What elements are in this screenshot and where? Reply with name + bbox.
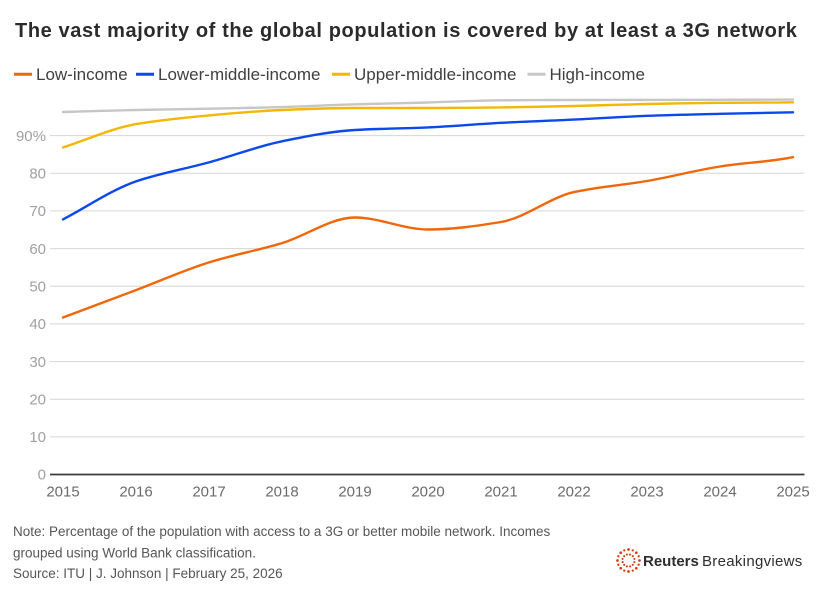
- svg-text:Lower-middle-income: Lower-middle-income: [158, 65, 321, 84]
- svg-text:Breakingviews: Breakingviews: [702, 553, 803, 570]
- svg-text:80: 80: [29, 166, 46, 183]
- svg-text:2017: 2017: [192, 484, 225, 501]
- svg-text:2020: 2020: [411, 484, 444, 501]
- svg-text:40: 40: [29, 316, 46, 333]
- svg-text:grouped using World Bank class: grouped using World Bank classification.: [13, 546, 256, 561]
- svg-text:2024: 2024: [703, 484, 736, 501]
- svg-text:Low-income: Low-income: [36, 65, 128, 84]
- svg-text:The vast majority of the globa: The vast majority of the global populati…: [15, 20, 798, 42]
- svg-text:2019: 2019: [338, 484, 371, 501]
- svg-text:Note: Percentage of the popula: Note: Percentage of the population with …: [13, 524, 551, 539]
- svg-text:Upper-middle-income: Upper-middle-income: [354, 65, 517, 84]
- svg-text:2022: 2022: [557, 484, 590, 501]
- svg-text:2016: 2016: [119, 484, 152, 501]
- svg-text:50: 50: [29, 278, 46, 295]
- svg-text:2018: 2018: [265, 484, 298, 501]
- svg-text:10: 10: [29, 429, 46, 446]
- svg-text:Source: ITU | J. Johnson | Feb: Source: ITU | J. Johnson | February 25, …: [13, 566, 283, 581]
- svg-text:2021: 2021: [484, 484, 517, 501]
- svg-text:2023: 2023: [630, 484, 663, 501]
- svg-text:2025: 2025: [776, 484, 809, 501]
- svg-text:2015: 2015: [46, 484, 79, 501]
- svg-text:Reuters: Reuters: [643, 553, 699, 570]
- svg-text:High-income: High-income: [550, 65, 645, 84]
- svg-text:90%: 90%: [16, 128, 46, 145]
- svg-text:30: 30: [29, 354, 46, 371]
- svg-text:0: 0: [38, 467, 46, 484]
- svg-text:60: 60: [29, 241, 46, 258]
- svg-text:20: 20: [29, 391, 46, 408]
- svg-text:70: 70: [29, 203, 46, 220]
